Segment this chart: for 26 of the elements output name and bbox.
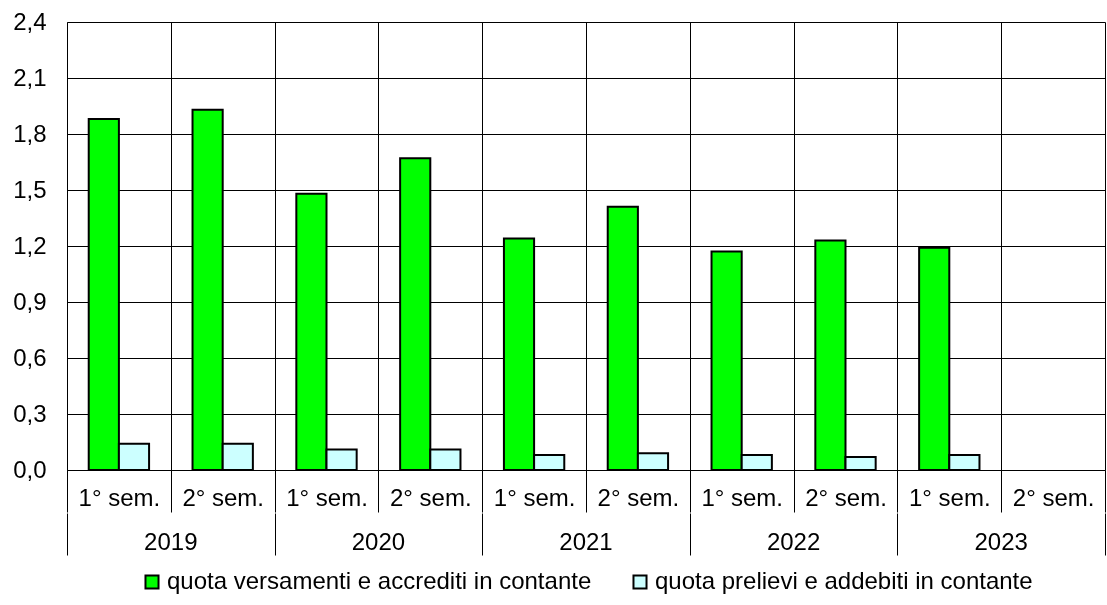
x-tick-label: 2° sem.	[389, 483, 472, 511]
legend-label: quota versamenti e accrediti in contante	[167, 567, 592, 594]
y-tick-label: 1,5	[13, 175, 47, 203]
y-tick-label: 0,3	[13, 399, 47, 427]
x-tick-label: 1° sem.	[701, 483, 784, 511]
y-tick-label: 2,1	[13, 63, 47, 91]
x-tick-label: 2° sem.	[182, 483, 265, 511]
y-tick-label: 1,2	[13, 231, 47, 259]
y-tick-label: 0,6	[13, 343, 47, 371]
y-tick-label: 1,8	[13, 119, 47, 147]
legend-label: quota prelievi e addebiti in contante	[655, 567, 1033, 594]
x-tick-label: 1° sem.	[908, 483, 991, 511]
text: 2020	[351, 528, 406, 555]
x-tick-label: 2° sem.	[1012, 483, 1095, 511]
x-tick-label: 1° sem.	[78, 483, 161, 511]
text: 2021	[559, 528, 613, 555]
text: 2023	[974, 528, 1028, 555]
y-tick-label: 2,4	[13, 7, 47, 35]
y-tick-label: 0,9	[13, 287, 47, 315]
x-tick-label: 1° sem.	[493, 483, 576, 511]
text: 2019	[144, 528, 198, 555]
text: 2022	[766, 528, 821, 555]
x-tick-label: 2° sem.	[597, 483, 680, 511]
x-tick-label: 1° sem.	[286, 483, 368, 511]
y-tick-label: 0,0	[13, 455, 47, 483]
x-tick-label: 2° sem.	[805, 483, 887, 511]
